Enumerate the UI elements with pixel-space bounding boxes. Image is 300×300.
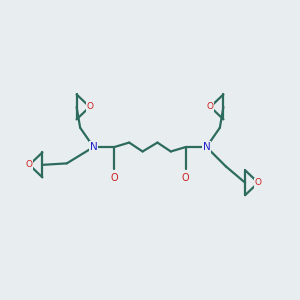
Text: O: O	[110, 173, 118, 183]
Text: N: N	[202, 142, 210, 152]
Text: N: N	[90, 142, 98, 152]
Text: O: O	[255, 178, 262, 187]
Text: O: O	[182, 173, 190, 183]
Text: O: O	[86, 102, 93, 111]
Text: O: O	[207, 102, 214, 111]
Text: O: O	[26, 160, 33, 169]
